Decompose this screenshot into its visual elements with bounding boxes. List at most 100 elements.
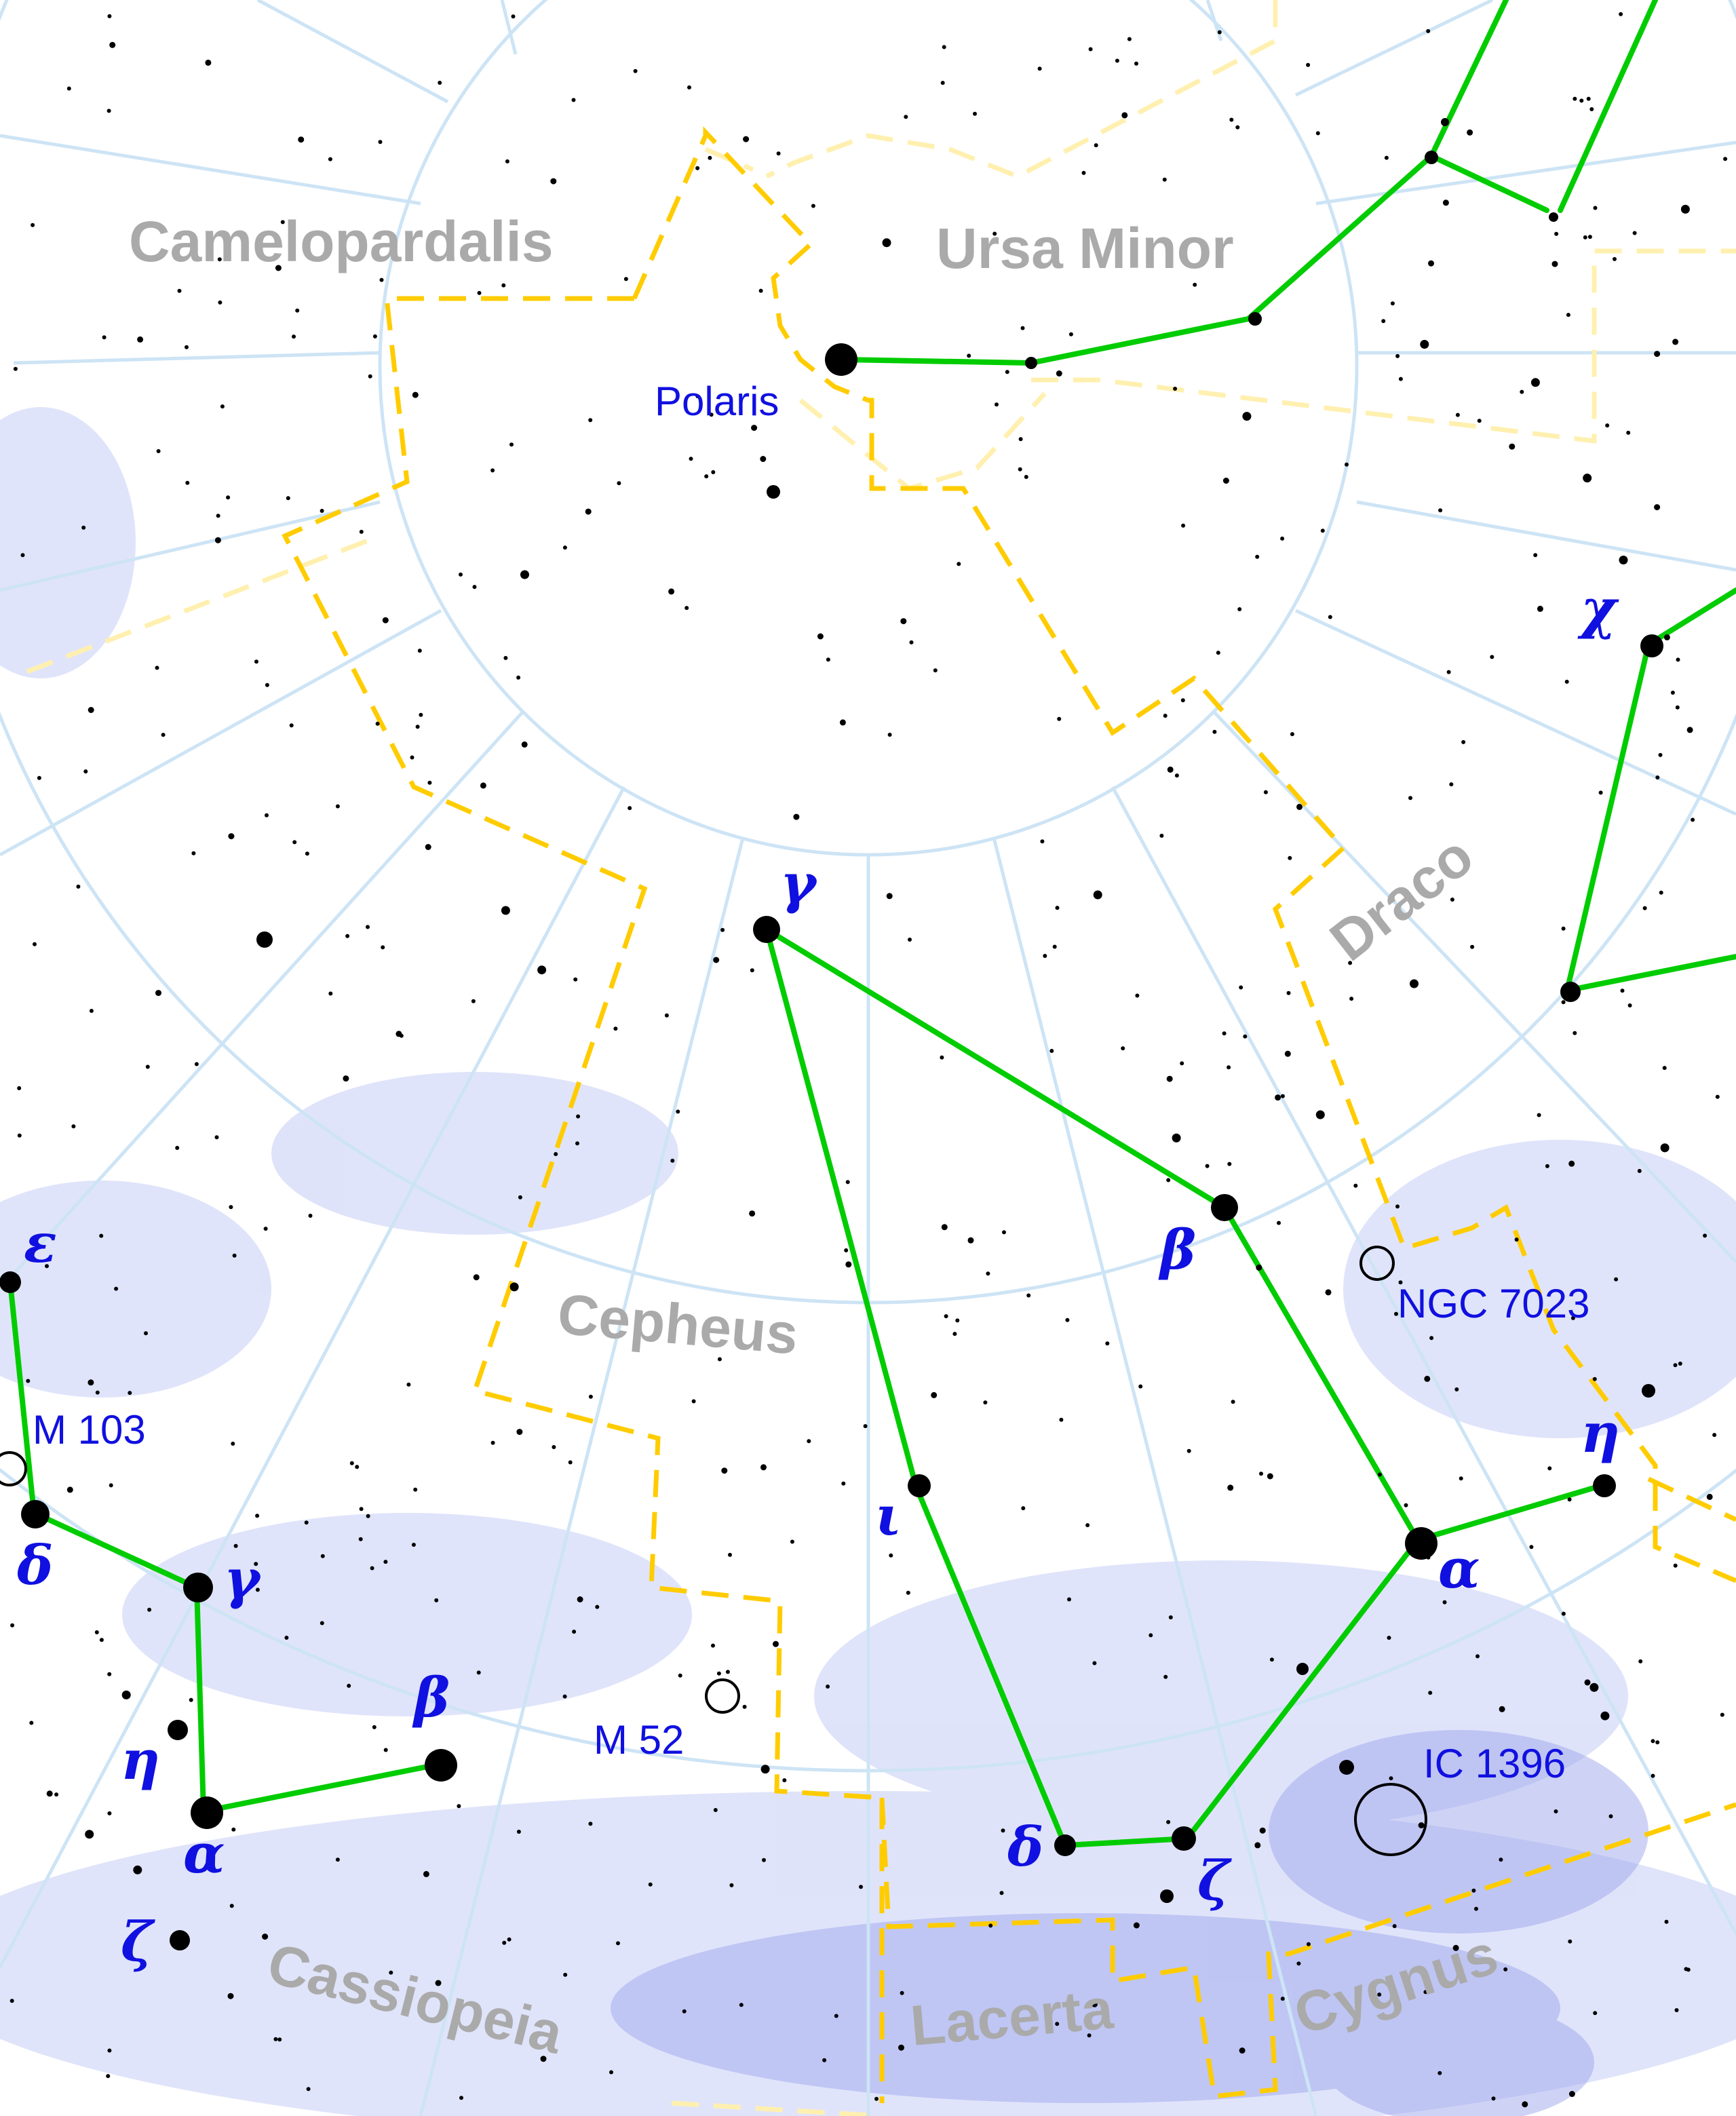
field-star — [1133, 1922, 1140, 1929]
field-star — [1592, 1377, 1597, 1381]
field-star — [1655, 1740, 1660, 1745]
field-star — [1522, 2101, 1528, 2108]
star-polaris[interactable] — [825, 343, 857, 376]
label-cep-alpha: α — [1438, 1537, 1480, 1600]
field-star — [1471, 1888, 1476, 1893]
field-star — [1673, 1563, 1678, 1568]
star-cas-delta[interactable] — [21, 1500, 50, 1528]
star-umi-beta[interactable] — [1441, 118, 1449, 126]
field-star — [1547, 1466, 1552, 1471]
field-star — [689, 457, 693, 461]
field-star — [107, 2048, 112, 2053]
field-star — [232, 1253, 237, 1258]
field-star — [349, 1461, 354, 1465]
field-star — [1227, 1161, 1232, 1166]
field-star — [1212, 729, 1217, 734]
ngc7023-marker[interactable] — [1359, 1246, 1395, 1281]
star-cas-beta[interactable] — [425, 1749, 457, 1782]
star-umi-eta[interactable] — [1549, 212, 1558, 222]
milky-way-core — [611, 1730, 1648, 2116]
field-star — [790, 1539, 794, 1544]
field-star — [379, 277, 384, 282]
m52-marker[interactable] — [705, 1678, 740, 1714]
field-star — [1121, 112, 1128, 119]
field-star — [147, 1607, 152, 1612]
field-star — [1491, 2096, 1496, 2101]
star-umi-zeta[interactable] — [1425, 151, 1438, 164]
star-cas-alpha[interactable] — [191, 1796, 223, 1829]
field-star — [760, 1464, 767, 1471]
label-cas-eta: η — [121, 1728, 160, 1792]
field-star — [99, 1233, 104, 1238]
star-cas-zeta[interactable] — [170, 1930, 190, 1950]
star-cep-zeta[interactable] — [1172, 1826, 1196, 1851]
field-star — [292, 840, 297, 845]
star-dra-phi[interactable] — [1560, 982, 1581, 1002]
field-star — [1231, 1400, 1235, 1404]
field-star — [109, 1483, 113, 1488]
field-star — [107, 1672, 112, 1676]
star-umi-delta[interactable] — [1025, 357, 1037, 369]
field-star — [1568, 1160, 1575, 1167]
field-star — [1675, 705, 1680, 710]
field-star — [575, 1141, 579, 1146]
field-star — [155, 990, 161, 997]
star-cep-delta[interactable] — [1054, 1834, 1076, 1856]
field-star — [1459, 1476, 1463, 1481]
field-star — [1672, 339, 1679, 345]
field-star — [284, 1636, 289, 1640]
m103-marker[interactable] — [0, 1451, 27, 1486]
faint-boundaries — [26, 0, 1736, 2116]
field-star — [817, 633, 824, 640]
star-cam-bright[interactable] — [256, 931, 273, 948]
star-umi-epsilon[interactable] — [1248, 312, 1262, 326]
star-cas-gamma[interactable] — [183, 1573, 213, 1602]
field-star — [750, 968, 754, 973]
field-star — [320, 1554, 325, 1558]
field-star — [189, 1697, 193, 1702]
field-star — [760, 456, 767, 462]
star-cep-iota[interactable] — [908, 1474, 931, 1497]
star-cas-eta[interactable] — [168, 1720, 188, 1740]
field-star — [874, 2096, 879, 2101]
field-star — [1320, 528, 1325, 533]
star-cas-epsilon[interactable] — [0, 1271, 21, 1293]
field-star — [1477, 419, 1482, 423]
field-star — [1605, 423, 1610, 428]
cepheus-boundary — [282, 126, 1736, 2103]
field-star — [1509, 443, 1516, 450]
field-star — [1315, 131, 1320, 136]
star-cep-gamma[interactable] — [753, 916, 780, 943]
field-star — [577, 1596, 583, 1602]
field-star — [716, 1671, 721, 1676]
star-cep-nu[interactable] — [1296, 1663, 1309, 1675]
field-star — [114, 1286, 119, 1291]
star-cep-pi[interactable] — [767, 485, 780, 499]
field-star — [345, 934, 350, 938]
star-cep-theta[interactable] — [1642, 1384, 1655, 1398]
field-star — [1424, 1375, 1431, 1382]
greek-labels: γ β ι α η δ ζ χ ε δ γ β η α ζ — [16, 577, 1620, 1974]
star-cep-mu[interactable] — [1339, 1760, 1354, 1775]
star-cep-epsilon[interactable] — [1160, 1889, 1174, 1903]
star-cep-alpha[interactable] — [1405, 1527, 1438, 1560]
star-cep-beta[interactable] — [1211, 1194, 1238, 1221]
field-star — [17, 1133, 22, 1138]
field-star — [957, 562, 961, 566]
field-star — [435, 1980, 442, 1986]
field-star — [1254, 1842, 1261, 1849]
ic1396-marker[interactable] — [1354, 1783, 1427, 1856]
field-star — [1024, 475, 1028, 479]
field-star — [1325, 1289, 1332, 1296]
field-star — [1057, 716, 1062, 721]
star-dra-chi[interactable] — [1640, 634, 1663, 657]
field-star — [1670, 691, 1675, 695]
field-star — [571, 98, 576, 102]
field-star — [822, 2058, 827, 2062]
field-star — [289, 723, 294, 728]
field-star — [438, 81, 442, 85]
field-star — [423, 1870, 429, 1877]
field-star — [375, 721, 380, 726]
star-cep-eta[interactable] — [1593, 1474, 1616, 1497]
field-star — [1398, 1280, 1403, 1285]
